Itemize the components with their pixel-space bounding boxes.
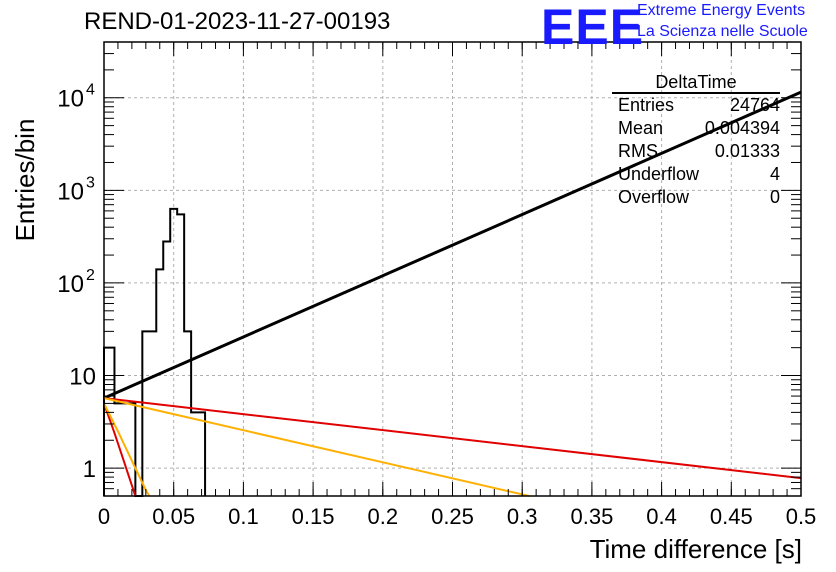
fit-curve	[103, 397, 802, 480]
stats-value: 24764	[729, 95, 780, 115]
y-tick-label: 1	[83, 456, 96, 483]
x-tick-label: 0.5	[786, 504, 817, 529]
y-tick-exponent: 2	[86, 267, 95, 284]
fit-curves	[103, 90, 802, 497]
stats-row: Entries 24764	[612, 94, 780, 117]
y-tick-exponent: 4	[86, 82, 95, 99]
fit-curve	[103, 403, 137, 497]
stats-value: 0.004394	[704, 118, 780, 138]
x-axis-title: Time difference [s]	[589, 534, 802, 564]
eee-logo: EEE	[541, 0, 645, 55]
chart-title: REND-01-2023-11-27-00193	[84, 8, 391, 35]
x-tick-label: 0	[98, 504, 110, 529]
x-axis: 0 0.05 0.1 0.15 0.2 0.25 0.3 0.35 0.4 0.45 0.5	[98, 42, 816, 529]
y-axis-title: Entries/bin	[10, 119, 40, 242]
logo-line-2: La Scienza nelle Scuole	[637, 23, 808, 40]
stats-row: Mean 0.004394	[612, 117, 780, 140]
stats-label: Entries	[618, 95, 675, 115]
y-tick-exponent: 3	[86, 174, 95, 191]
y-axis-title-box: Entries/bin	[10, 119, 40, 242]
x-tick-label: 0.15	[292, 504, 335, 529]
fit-curve	[103, 402, 151, 497]
x-tick-label: 0.25	[431, 504, 474, 529]
stats-value: 0.01333	[714, 141, 780, 161]
stats-title: DeltaTime	[612, 72, 780, 94]
x-tick-label: 0.1	[228, 504, 259, 529]
y-tick-label: 10	[69, 364, 96, 391]
stats-row: RMS 0.01333	[612, 140, 780, 163]
stats-value: 0	[769, 187, 780, 207]
x-tick-label: 0.35	[570, 504, 613, 529]
y-tick-label: 10	[57, 271, 84, 298]
stats-label: Overflow	[618, 187, 690, 207]
x-tick-label: 0.4	[646, 504, 677, 529]
x-tick-label: 0.3	[507, 504, 538, 529]
fit-curve	[103, 397, 530, 497]
stats-label: Underflow	[618, 164, 700, 184]
stats-value: 4	[769, 164, 780, 184]
histogram-outline	[103, 207, 207, 497]
x-tick-label: 0.45	[710, 504, 753, 529]
fit-curve	[103, 90, 802, 400]
stats-row: Underflow 4	[612, 163, 780, 186]
stats-label: RMS	[618, 141, 658, 161]
stats-box: DeltaTime Entries 24764 Mean 0.004394 RM…	[612, 72, 780, 209]
x-tick-label: 0.05	[152, 504, 195, 529]
y-tick-label: 10	[57, 178, 84, 205]
y-tick-label: 10	[57, 86, 84, 113]
grid-lines	[104, 42, 801, 496]
stats-row: Overflow 0	[612, 186, 780, 209]
logo-line-1: Extreme Energy Events	[637, 2, 806, 19]
stats-label: Mean	[618, 118, 664, 138]
x-tick-label: 0.2	[368, 504, 399, 529]
histogram	[103, 207, 207, 497]
